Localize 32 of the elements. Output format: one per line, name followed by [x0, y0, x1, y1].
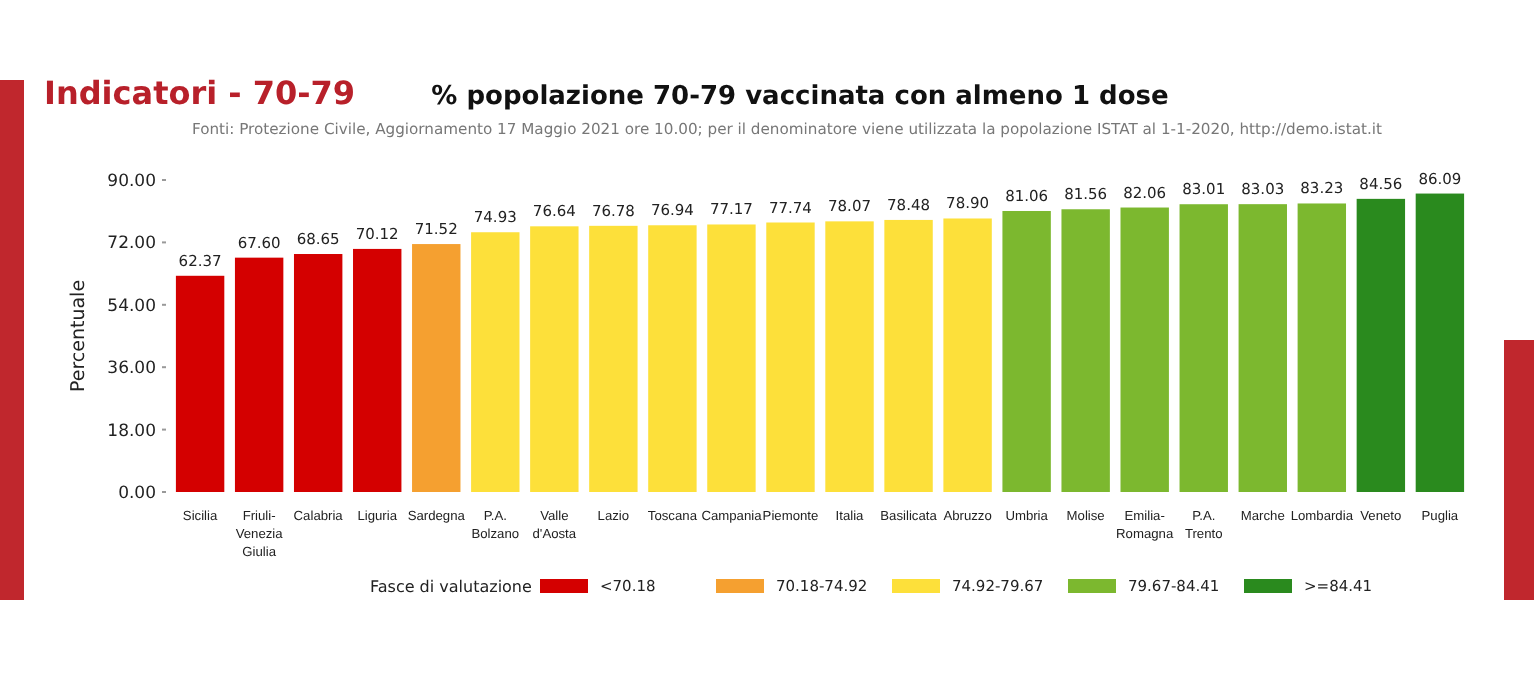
bar	[412, 244, 461, 492]
legend-title: Fasce di valutazione	[370, 577, 532, 596]
bar	[1179, 204, 1228, 492]
y-tick-label: 36.00	[107, 359, 156, 380]
y-tick-label: 90.00	[107, 171, 156, 192]
bar	[1297, 203, 1347, 492]
y-axis-title: Percentuale	[68, 279, 90, 393]
bar	[884, 219, 933, 492]
bar	[175, 275, 225, 492]
chart-title: % popolazione 70-79 vaccinata con almeno 1 dose	[431, 82, 1169, 112]
bar	[1238, 204, 1287, 492]
bar	[353, 248, 402, 492]
y-tick-label: 72.00	[107, 234, 156, 255]
bar	[293, 254, 343, 492]
bar	[1356, 198, 1406, 492]
y-tick-label: 54.00	[107, 296, 156, 317]
bar	[766, 222, 815, 492]
y-tick-label: 0.00	[118, 483, 156, 504]
bar	[825, 221, 874, 492]
bar	[943, 218, 992, 492]
bar	[471, 232, 520, 492]
bar	[1415, 193, 1465, 492]
bar	[530, 226, 579, 492]
bar	[589, 225, 638, 492]
bar	[1061, 209, 1110, 492]
bar	[648, 225, 697, 492]
bar	[1002, 210, 1051, 492]
bar	[234, 257, 284, 492]
y-tick-label: 18.00	[107, 421, 156, 442]
bar	[1120, 207, 1169, 492]
bar	[707, 224, 756, 492]
text: Indicatori - 70-79	[44, 74, 356, 112]
